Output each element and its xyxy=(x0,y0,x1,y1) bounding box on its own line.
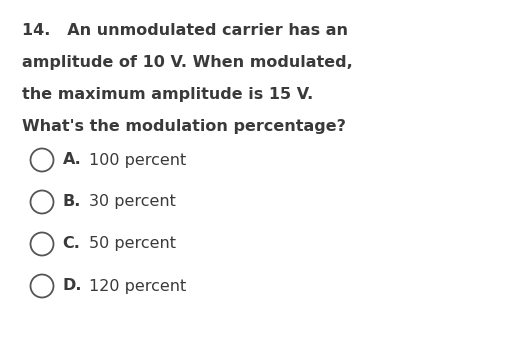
Text: 14.   An unmodulated carrier has an: 14. An unmodulated carrier has an xyxy=(22,23,348,38)
Text: the maximum amplitude is 15 V.: the maximum amplitude is 15 V. xyxy=(22,87,313,102)
Text: 50 percent: 50 percent xyxy=(89,237,176,252)
Text: B.: B. xyxy=(63,195,81,209)
Text: 30 percent: 30 percent xyxy=(89,195,176,209)
Text: 120 percent: 120 percent xyxy=(89,278,186,294)
Text: amplitude of 10 V. When modulated,: amplitude of 10 V. When modulated, xyxy=(22,55,353,70)
Text: 100 percent: 100 percent xyxy=(89,152,186,168)
Text: What's the modulation percentage?: What's the modulation percentage? xyxy=(22,119,346,134)
Text: D.: D. xyxy=(63,278,82,294)
Text: C.: C. xyxy=(63,237,80,252)
Text: A.: A. xyxy=(63,152,81,168)
